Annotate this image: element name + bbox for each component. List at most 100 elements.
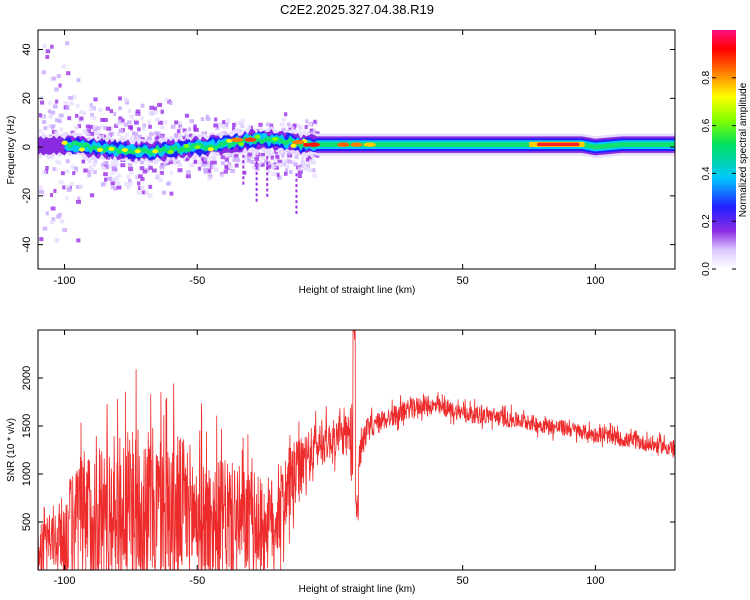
y-tick-label: -20 [21, 188, 33, 204]
spectrogram-cell [61, 64, 67, 69]
spectrogram-cell [269, 123, 274, 128]
spectrogram-cell [283, 161, 287, 166]
spectrogram-cell [123, 122, 128, 127]
spectrogram-cell [38, 189, 44, 194]
spectrogram-cell [39, 185, 43, 190]
spectrogram-cell [231, 137, 244, 142]
spectrogram-cell [160, 109, 164, 114]
spectrogram-cell [42, 226, 48, 231]
spectrogram-cell [140, 137, 145, 142]
spectrogram-cell [75, 103, 80, 108]
spectrogram-cell [159, 170, 164, 175]
spectrogram-cell [128, 109, 132, 114]
spectrogram-cell [285, 149, 290, 154]
spectrogram-cell [110, 181, 115, 186]
spectrogram-cell [175, 160, 181, 165]
spectrogram-cell [182, 136, 186, 141]
spectrogram-cell [293, 162, 299, 167]
spectrogram-cell [163, 120, 168, 125]
spectrogram-cell [255, 166, 258, 170]
spectrogram-cell [281, 128, 286, 133]
spectrogram-cell [292, 139, 305, 145]
x-tick-label: 100 [586, 275, 604, 287]
spectrogram-cell [93, 170, 97, 175]
spectrogram-cell [254, 156, 260, 161]
spectrogram-cell [121, 147, 128, 152]
spectrogram-cell [295, 173, 298, 177]
y-tick-label: 2000 [21, 366, 33, 390]
spectrogram-cell [226, 118, 231, 123]
snr-frame [37, 329, 676, 571]
spectrogram-cell [165, 97, 169, 102]
spectrogram-cell [147, 193, 153, 198]
spectrogram-cell [244, 137, 257, 142]
y-tick-label: -40 [21, 237, 33, 253]
spectrogram-cell [266, 183, 269, 187]
spectrogram-cell [225, 165, 231, 170]
spectrogram-cell [51, 76, 57, 81]
spectrogram-cell [179, 125, 183, 130]
spectrogram-cell [204, 168, 208, 173]
spectrogram-cell [38, 113, 42, 118]
spectrogram-cell [50, 206, 56, 211]
spectrogram-cell [159, 164, 165, 169]
spectrogram-cell [167, 149, 174, 154]
spectrogram-cell [45, 54, 50, 59]
spectrogram-frame [37, 29, 676, 270]
spectrogram-cell [266, 177, 269, 181]
spectrogram-cell [77, 118, 83, 123]
x-tick-label: 50 [457, 575, 469, 587]
spectrogram-cell [125, 100, 129, 105]
spectrogram-cell [120, 136, 125, 141]
spectrogram-cell [184, 131, 188, 136]
spectrogram-cell [107, 176, 113, 181]
spectrogram-cell [193, 127, 199, 132]
spectrogram-cell [65, 41, 70, 46]
spectrogram-cell [43, 126, 48, 131]
spectrogram-cell [285, 164, 290, 169]
spectrogram-cell [92, 160, 98, 165]
spectrogram-cell [200, 132, 206, 137]
spectrogram-cell [47, 109, 52, 114]
spectrogram-cell [101, 166, 107, 171]
spectrogram-cell [49, 220, 54, 225]
spectrogram-cell [298, 125, 304, 130]
y-tick-label: 20 [21, 92, 33, 104]
spectrogram-cell [55, 99, 59, 104]
spectrogram-cell [188, 133, 194, 138]
spectrogram-cell [242, 176, 245, 180]
spectrogram-cell [295, 189, 298, 193]
spectrogram-cell [284, 112, 288, 117]
spectrogram-cell [160, 135, 164, 140]
spectrogram-cell [213, 123, 219, 128]
spectrogram-cell [287, 122, 291, 127]
x-tick-label: 100 [586, 575, 604, 587]
y-tick-label: 500 [21, 513, 33, 531]
spectrogram-cell [276, 172, 280, 177]
spectrogram-cell [255, 161, 258, 165]
spectrogram-cell [266, 172, 269, 176]
spectrogram-cell [193, 124, 197, 129]
spectrogram-cell [243, 155, 248, 160]
spectrogram-cell [247, 125, 252, 130]
spectrogram-cell [169, 159, 174, 164]
spectrogram-cell [264, 159, 269, 164]
spectrogram-cell [169, 191, 174, 196]
spectrogram-cell [88, 165, 93, 170]
spectrogram-cell [287, 159, 293, 164]
spectrogram-cell [312, 153, 318, 158]
spectrogram-cell [220, 123, 225, 128]
spectrogram-cell [271, 166, 277, 171]
spectrogram-cell [295, 194, 298, 198]
spectrogram-cell [140, 177, 145, 182]
spectrogram-cell [308, 123, 313, 128]
spectrogram-cell [206, 168, 211, 173]
spectrogram-cell [172, 160, 176, 165]
spectrogram-cell [64, 169, 70, 174]
spectrogram-cell [152, 149, 159, 154]
spectrogram-cell [203, 157, 208, 162]
spectrogram-cell [42, 170, 47, 175]
spectrogram-cell [70, 130, 75, 135]
spectrogram-cell [215, 126, 220, 131]
y-tick-label: 1000 [21, 462, 33, 486]
